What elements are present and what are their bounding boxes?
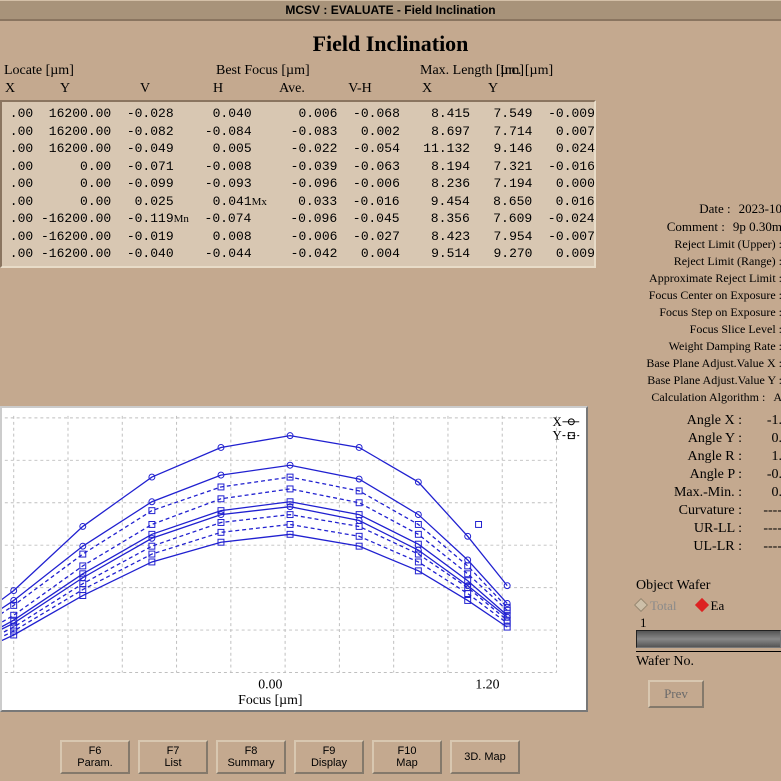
angle-value: ---- [750, 503, 781, 519]
angle-value: ---- [750, 539, 781, 555]
data-table: .00 16200.00 -0.028 0.040 0.006 -0.068 8… [0, 100, 596, 268]
object-wafer-title: Object Wafer [636, 578, 781, 594]
column-header: V [110, 81, 180, 97]
header-inc: Inc. [µm] [500, 63, 570, 79]
table-row: .00 16200.00 -0.028 0.040 0.006 -0.068 8… [2, 105, 594, 123]
radio-each-label: Ea [711, 598, 725, 613]
svg-text:Y: Y [553, 429, 562, 443]
angle-label: Max.-Min. : [674, 485, 742, 501]
angle-value: 1. [750, 449, 781, 465]
value-date: 2023-10 [739, 201, 781, 217]
svg-text:Focus [µm]: Focus [µm] [238, 692, 302, 707]
angle-value: -1. [750, 413, 781, 429]
column-header: X [0, 81, 20, 97]
column-header: Y [20, 81, 110, 97]
angle-label: Angle P : [690, 467, 742, 483]
window-titlebar: MCSV : EVALUATE - Field Inclination [0, 0, 781, 21]
header-max-length: Max. Length [µm] [360, 63, 500, 79]
wafer-slider[interactable] [636, 630, 781, 648]
column-header: Ave. [256, 81, 328, 97]
table-row: .00 0.00 -0.071 -0.008 -0.039 -0.063 8.1… [2, 158, 594, 176]
table-row: .00 -16200.00 -0.040 -0.044 -0.042 0.004… [2, 245, 594, 263]
fkey-toolbar: F6Param.F7ListF8SummaryF9DisplayF10Map3D… [60, 740, 520, 774]
table-row: .00 0.00 0.025 0.041Mx 0.033 -0.016 9.45… [2, 193, 594, 211]
wafer-slider-value: 1 [640, 615, 647, 631]
table-row: .00 -16200.00 -0.119Mn -0.074 -0.096 -0.… [2, 210, 594, 228]
fkey-list[interactable]: F7List [138, 740, 208, 774]
prev-button[interactable]: Prev [648, 680, 704, 708]
radio-total[interactable]: Total [636, 598, 677, 614]
column-header: V-H [328, 81, 392, 97]
meta-label: Focus Step on Exposure : [659, 305, 781, 320]
wafer-no-label: Wafer No. [636, 651, 781, 670]
meta-label: Reject Limit (Range) : [674, 254, 781, 269]
label-comment: Comment : [667, 219, 725, 235]
radio-total-label: Total [650, 598, 677, 613]
label-date: Date : [699, 201, 730, 217]
table-row: .00 -16200.00 -0.019 0.008 -0.006 -0.027… [2, 228, 594, 246]
fkey-param[interactable]: F6Param. [60, 740, 130, 774]
header-best-focus: Best Focus [µm] [160, 63, 360, 79]
angle-label: Angle R : [688, 449, 742, 465]
label-calc-algo: Calculation Algorithm : [651, 390, 765, 405]
chart-focus: XY 0.00 1.20 Focus [µm] [0, 406, 588, 712]
value-calc-algo: A [773, 390, 781, 405]
angle-value: -0. [750, 467, 781, 483]
angle-value: ---- [750, 521, 781, 537]
metadata-panel: Date : 2023-10 Comment : 9p 0.30m Reject L… [602, 178, 781, 556]
table-row: .00 16200.00 -0.049 0.005 -0.022 -0.054 … [2, 140, 594, 158]
fkey-map[interactable]: F10Map [372, 740, 442, 774]
angle-label: UR-LL : [694, 521, 742, 537]
angle-label: UL-LR : [693, 539, 742, 555]
table-row: .00 16200.00 -0.082 -0.084 -0.083 0.002 … [2, 123, 594, 141]
meta-label: Base Plane Adjust.Value X : [646, 356, 781, 371]
meta-label: Reject Limit (Upper) : [674, 237, 781, 252]
svg-text:X: X [553, 415, 563, 429]
table-row: .00 0.00 -0.099 -0.093 -0.096 -0.006 8.2… [2, 175, 594, 193]
meta-label: Focus Slice Level : [690, 322, 781, 337]
meta-label: Base Plane Adjust.Value Y : [647, 373, 781, 388]
object-wafer-panel: Object Wafer Total Ea [636, 578, 781, 614]
value-comment: 9p 0.30m [733, 219, 781, 235]
svg-text:0.00: 0.00 [258, 676, 282, 691]
svg-text:1.20: 1.20 [475, 676, 499, 691]
meta-label: Approximate Reject Limit : [649, 271, 781, 286]
fkey-3dmap[interactable]: 3D. Map [450, 740, 520, 774]
fkey-summary[interactable]: F8Summary [216, 740, 286, 774]
angle-label: Curvature : [679, 503, 742, 519]
fkey-display[interactable]: F9Display [294, 740, 364, 774]
angle-label: Angle X : [687, 413, 742, 429]
radio-each[interactable]: Ea [697, 598, 725, 614]
meta-label: Focus Center on Exposure : [649, 288, 781, 303]
angle-value: 0. [750, 431, 781, 447]
column-headers: XYVHAve.V-HXY [0, 81, 596, 100]
angle-label: Angle Y : [688, 431, 742, 447]
header-locate: Locate [µm] [0, 63, 160, 79]
column-header: Y [462, 81, 524, 97]
column-group-headers: Locate [µm] Best Focus [µm] Max. Length … [0, 63, 596, 81]
column-header: X [392, 81, 462, 97]
meta-label: Weight Damping Rate : [669, 339, 781, 354]
angle-value: 0. [750, 485, 781, 501]
page-title: Field Inclination [0, 21, 781, 63]
column-header: H [180, 81, 256, 97]
